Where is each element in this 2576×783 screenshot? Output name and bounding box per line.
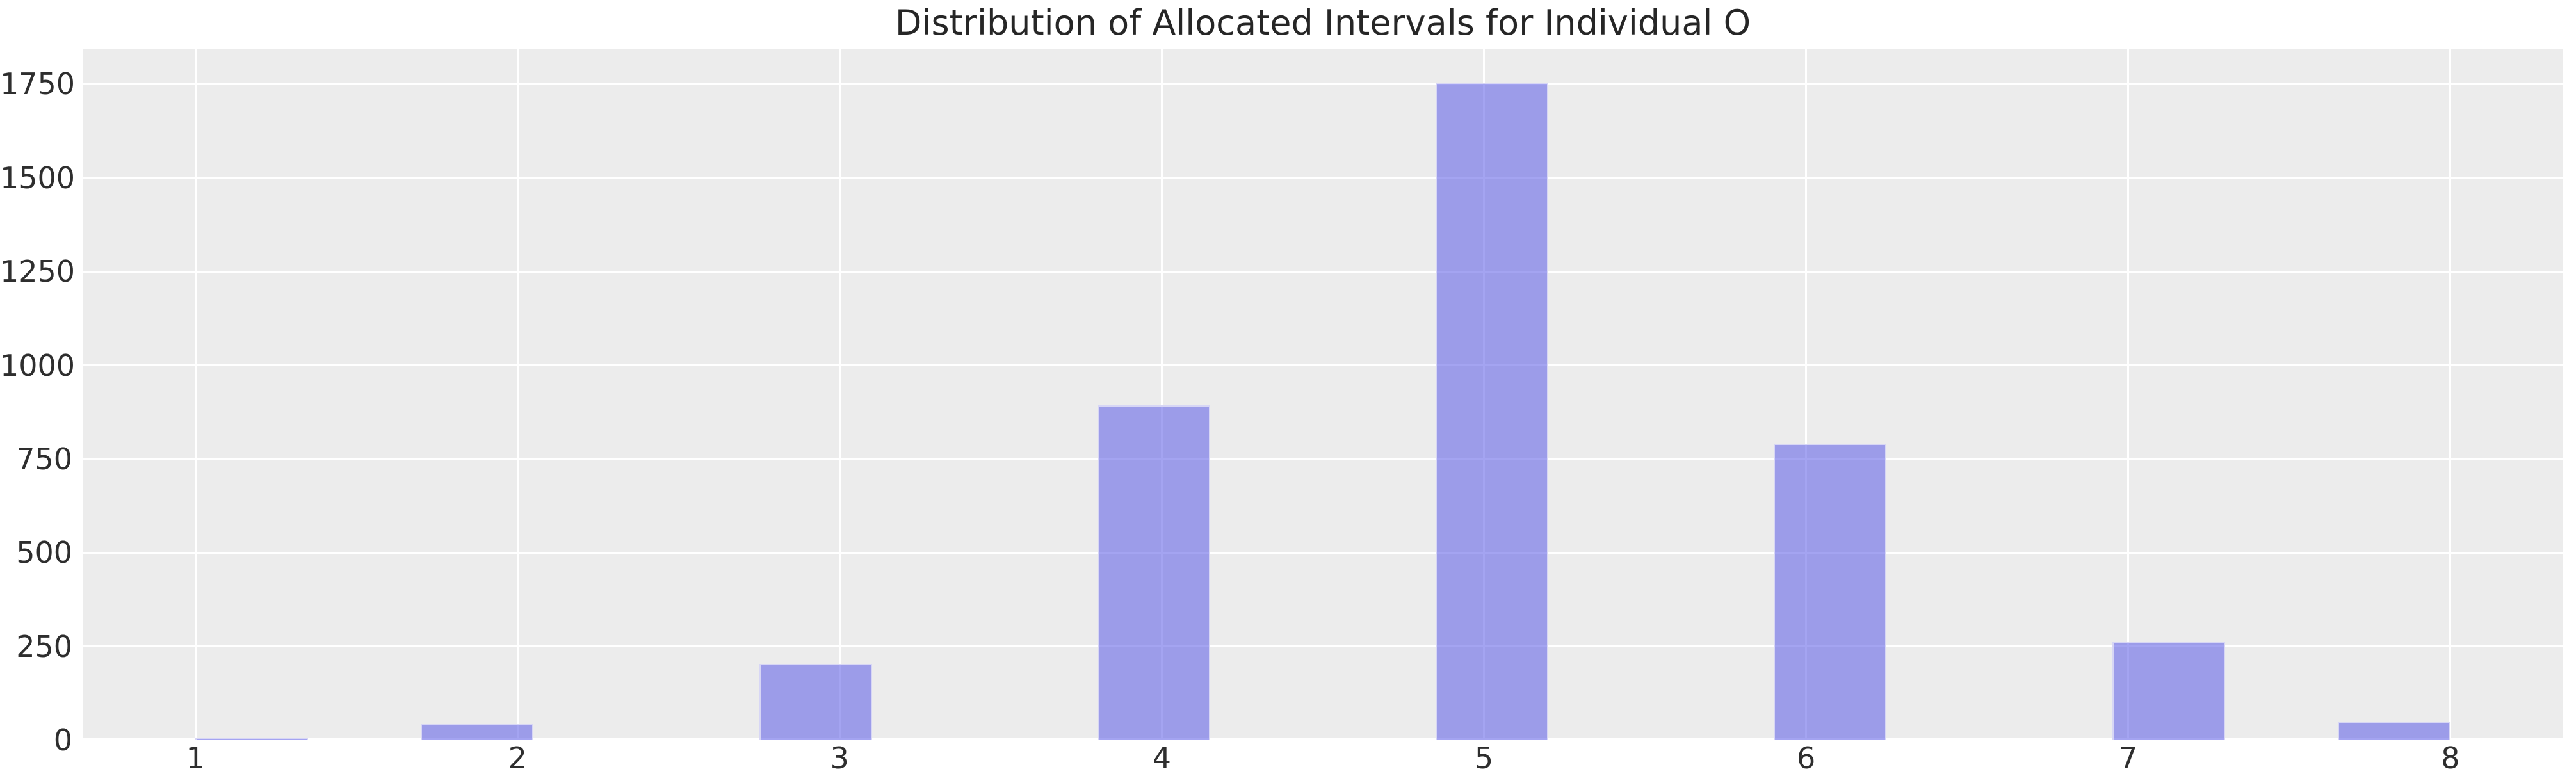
y-gridline [83, 551, 2563, 554]
x-tick-label: 3 [830, 741, 849, 775]
histogram-bar [2337, 722, 2450, 740]
y-gridline [83, 270, 2563, 273]
y-tick-label: 250 [16, 629, 72, 664]
histogram-bar [195, 738, 309, 740]
x-gridline [1160, 49, 1163, 740]
y-tick-label: 500 [16, 535, 72, 570]
x-gridline [838, 49, 841, 740]
y-gridline [83, 83, 2563, 85]
y-gridline [83, 738, 2563, 740]
x-gridline [516, 49, 519, 740]
y-tick-label: 1250 [0, 254, 76, 289]
plot-area [83, 49, 2563, 740]
y-tick-label: 750 [16, 441, 72, 476]
x-tick-label: 8 [2441, 741, 2460, 775]
x-tick-label: 7 [2119, 741, 2138, 775]
y-gridline [83, 177, 2563, 179]
y-tick-label: 1500 [0, 160, 76, 195]
histogram-bar [759, 664, 872, 740]
x-gridline [2127, 49, 2130, 740]
y-tick-label: 1000 [0, 348, 76, 383]
x-gridline [2449, 49, 2452, 740]
y-gridline [83, 458, 2563, 460]
x-tick-label: 2 [508, 741, 527, 775]
x-gridline [1805, 49, 1808, 740]
x-tick-label: 1 [186, 741, 205, 775]
histogram-bar [1436, 82, 1549, 740]
y-gridline [83, 364, 2563, 367]
chart-title: Distribution of Allocated Intervals for … [895, 3, 1751, 43]
x-tick-label: 6 [1797, 741, 1816, 775]
y-tick-label: 1750 [0, 67, 76, 102]
x-tick-label: 4 [1152, 741, 1172, 775]
y-gridline [83, 645, 2563, 648]
histogram-bar [2112, 642, 2225, 740]
histogram-bar [1097, 405, 1210, 740]
y-tick-label: 0 [53, 723, 72, 757]
x-gridline [194, 49, 197, 740]
x-tick-label: 5 [1474, 741, 1494, 775]
histogram-bar [421, 724, 534, 740]
histogram-bar [1774, 443, 1887, 740]
